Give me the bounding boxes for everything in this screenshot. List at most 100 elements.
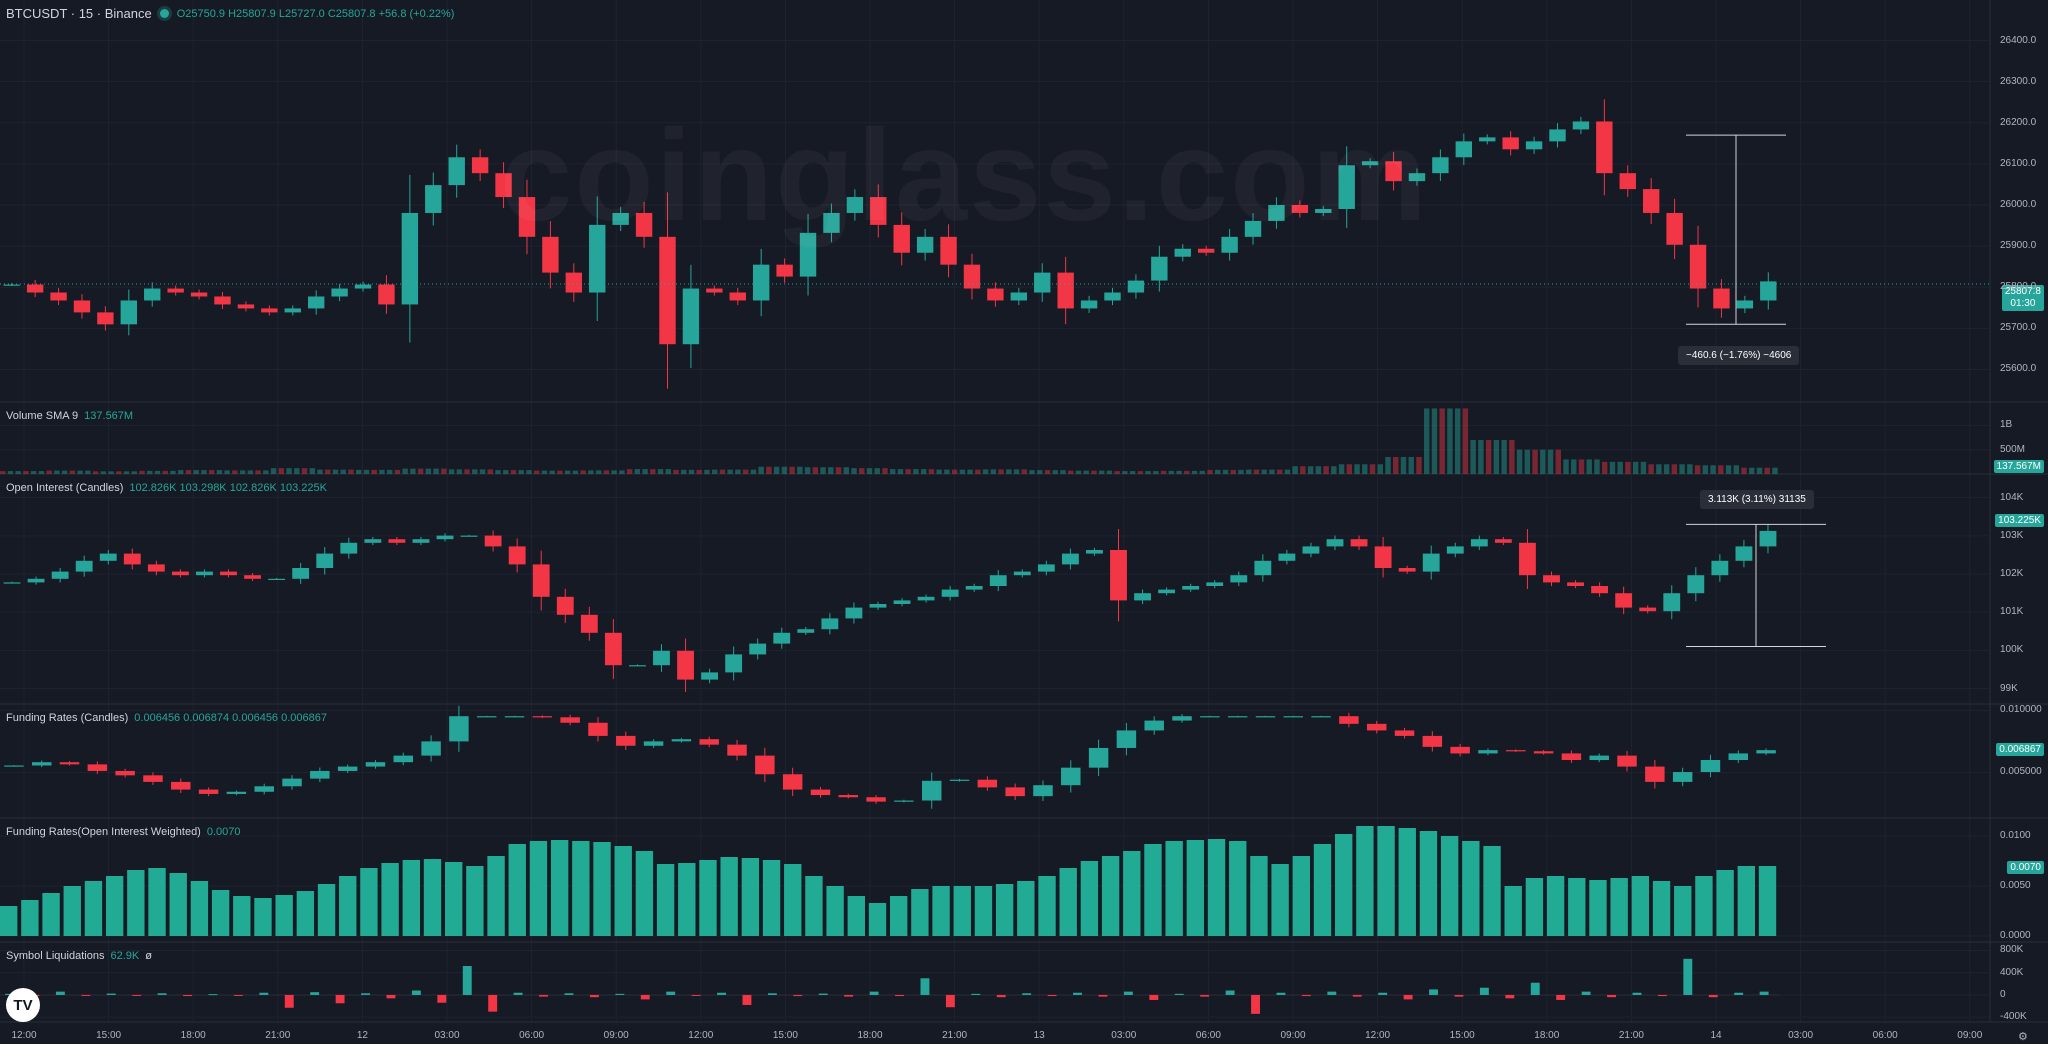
volume-bar [208,470,215,474]
oi-candle [653,650,670,666]
liq-bar [386,994,396,999]
frw-bar [233,896,251,936]
frw-bar [678,863,696,936]
fr-candle [143,775,163,782]
volume-bar [1137,471,1144,474]
price-candle [471,157,489,174]
liq-bar [462,966,472,995]
volume-bar [1068,470,1074,474]
fr-candle [838,795,859,798]
volume-bar [1431,408,1438,474]
oi-candle [1013,571,1031,576]
frw-bar [1758,866,1777,936]
price-candle [1572,121,1590,130]
volume-bar [1362,464,1368,474]
oi-candle [1086,550,1103,554]
x-tick-label: 09:00 [1280,1030,1306,1041]
liq-bar [1454,994,1464,997]
fr-legend[interactable]: Funding Rates (Candles) 0.006456 0.00687… [6,712,327,724]
fr-candle [1227,716,1248,718]
y-tick-label: 1B [2000,419,2013,431]
price-candle [50,292,67,301]
oi-candle [1687,575,1705,594]
volume-bar [402,468,408,474]
gear-icon[interactable]: ⚙ [2018,1031,2028,1043]
frw-bar [1165,841,1183,936]
volume-bar [572,470,579,474]
volume-legend[interactable]: Volume SMA 9 137.567M [6,410,133,422]
price-candle [73,300,91,313]
oi-candle [316,553,334,568]
volume-bar [944,469,950,474]
volume-bar [1640,461,1647,474]
volume-bar [30,471,37,474]
oi-candle [532,564,550,597]
volume-bar [549,470,555,474]
frw-legend[interactable]: Funding Rates(Open Interest Weighted) 0.… [6,826,241,838]
price-candle [354,284,372,289]
volume-bar [1145,471,1151,474]
liq-bar [640,994,650,1000]
fr-candle [31,762,52,766]
liq-bar [1403,994,1413,1000]
liq-legend[interactable]: Symbol Liquidations 62.9K ø [6,950,152,962]
fr-candle [1672,772,1693,782]
oi-candle [1615,593,1633,608]
oi-legend[interactable]: Open Interest (Candles) 102.826K 103.298… [6,482,327,494]
y-tick-label: 26100.0 [2000,157,2037,169]
oi-candle [1182,586,1200,590]
y-tick-label: 26000.0 [2000,199,2037,210]
x-tick-label: 21:00 [265,1030,291,1041]
volume-bar [773,466,780,474]
volume-bar [123,471,130,474]
volume-bar [1315,466,1322,474]
oi-candle [484,535,502,547]
volume-bar [1292,466,1298,474]
frw-bar [275,895,293,936]
oi-candle [292,568,310,579]
frw-bar [529,841,548,936]
oi-candle [123,553,141,565]
volume-bar [681,469,687,474]
liq-bar [1479,987,1489,995]
frw-bar [1462,841,1480,936]
fr-candle [198,789,219,794]
volume-bar [843,467,849,474]
x-tick-label: 03:00 [434,1030,460,1041]
x-tick-label: 12:00 [11,1030,37,1041]
y-tick-label: 26300.0 [2000,75,2037,87]
symbol-title[interactable]: BTCUSDT · 15 · Binance [6,6,152,21]
oi-candle [1711,560,1729,576]
oi-candle [556,596,574,615]
x-tick-label: 03:00 [1788,1030,1814,1041]
volume-bar [665,469,671,474]
volume-bar [1563,459,1569,474]
tradingview-logo[interactable]: TV [6,988,40,1022]
volume-bar [673,469,679,474]
y-tick-label: 104K [2000,491,2024,503]
y-tick-label: 0.0050 [2000,880,2031,891]
fr-candle [393,755,414,763]
y-tick-label: 103K [2000,529,2024,541]
x-tick-label: 06:00 [1872,1030,1898,1041]
fr-candle [755,755,775,775]
frw-bar [911,889,929,936]
x-tick-label: 21:00 [1618,1030,1644,1041]
oi-candle [845,607,863,619]
bar-countdown-label: 01:30 [2010,298,2036,309]
frw-legend-name: Funding Rates(Open Interest Weighted) [6,826,201,838]
price-candle [682,288,700,345]
volume-bar [1238,469,1244,474]
price-candle [776,264,793,277]
y-tick-label: 500M [2000,443,2026,455]
fr-candle [699,739,719,745]
volume-legend-name: Volume SMA 9 [6,410,79,422]
price-candle [1291,205,1309,213]
volume-bar [727,469,733,474]
fr-candle [4,765,24,767]
price-candle [893,224,910,253]
volume-bar [1571,459,1577,474]
volume-bar [936,469,942,474]
open-value: O25750.9 [176,7,226,20]
